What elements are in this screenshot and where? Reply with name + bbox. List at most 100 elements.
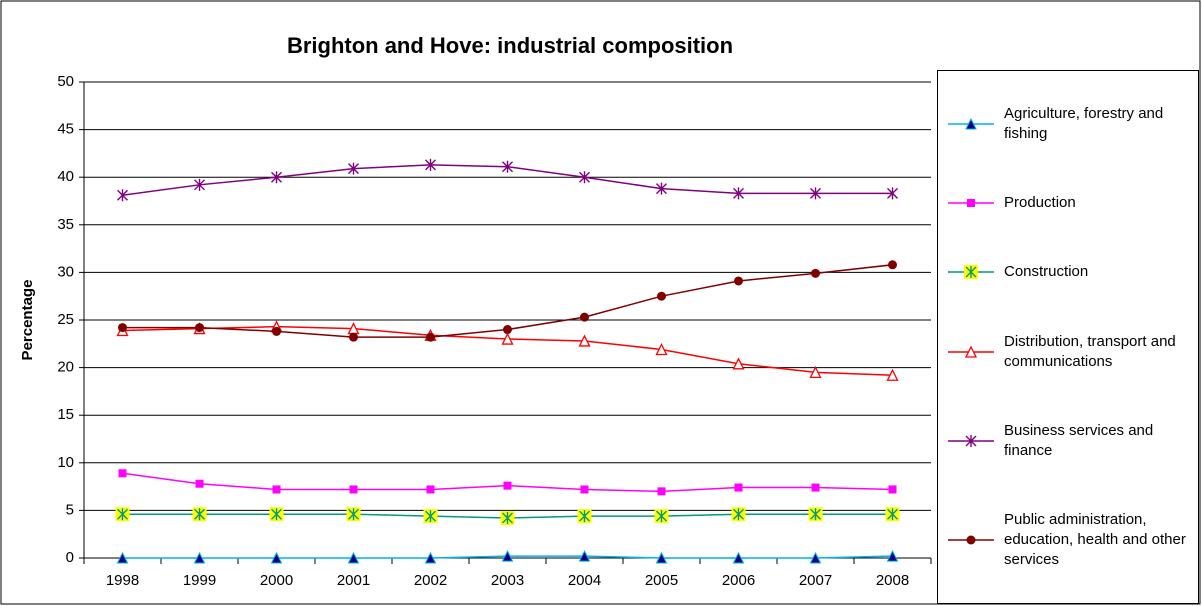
marker-shape [117, 508, 128, 521]
y-tick-label: 30 [57, 263, 74, 280]
marker-shape [579, 171, 590, 184]
marker-shape [578, 549, 591, 562]
marker-shape [733, 187, 744, 200]
marker [809, 551, 822, 564]
marker-shape [425, 510, 436, 523]
marker [270, 551, 283, 564]
legend-label: Business services and finance [1004, 421, 1154, 459]
marker-shape [655, 551, 668, 564]
marker [888, 260, 897, 270]
marker [192, 507, 207, 522]
marker-shape [425, 158, 436, 171]
marker [425, 158, 436, 171]
x-tick-label: 2001 [337, 572, 370, 589]
marker [503, 325, 512, 335]
marker-shape [348, 508, 359, 521]
marker-shape [193, 551, 206, 564]
marker [272, 326, 281, 336]
marker [808, 507, 823, 522]
marker-shape [809, 551, 822, 564]
marker [577, 509, 592, 524]
legend-key [948, 265, 994, 280]
y-axis-label: Percentage [19, 280, 36, 361]
marker-shape [734, 483, 743, 492]
marker-shape [733, 508, 744, 521]
x-tick-label: 2002 [414, 572, 447, 589]
marker-shape [886, 368, 899, 381]
marker-shape [657, 291, 666, 301]
marker [656, 182, 667, 195]
marker-shape [426, 485, 435, 494]
marker-shape [578, 334, 591, 347]
marker [733, 187, 744, 200]
marker-shape [965, 117, 977, 130]
marker [349, 332, 358, 342]
marker-shape [116, 551, 129, 564]
legend-key [948, 535, 994, 545]
chart-title: Brighton and Hove: industrial compositio… [287, 33, 733, 58]
marker-shape [656, 510, 667, 523]
marker [346, 507, 361, 522]
marker [118, 469, 127, 478]
legend-label: Public administration, education, health… [1004, 511, 1186, 569]
marker [965, 117, 977, 130]
marker-shape [888, 260, 897, 270]
marker [657, 291, 666, 301]
marker [501, 549, 514, 562]
marker [580, 485, 589, 494]
marker-shape [887, 187, 898, 200]
marker [348, 162, 359, 175]
legend-label: Distribution, transport and communicatio… [1004, 332, 1176, 370]
marker [811, 483, 820, 492]
marker [732, 551, 745, 564]
marker-shape [118, 323, 127, 333]
marker [580, 312, 589, 322]
marker [885, 507, 900, 522]
marker [194, 178, 205, 191]
legend-label: Agriculture, forestry and fishing [1004, 104, 1164, 142]
marker-shape [194, 178, 205, 191]
marker-shape [966, 535, 976, 545]
x-tick-label: 2004 [568, 572, 601, 589]
marker [271, 171, 282, 184]
x-tick-label: 2005 [645, 572, 678, 589]
marker [888, 485, 897, 494]
legend-entry: Distribution, transport and communicatio… [938, 332, 1198, 372]
x-tick-label: 2007 [799, 572, 832, 589]
y-tick-label: 35 [57, 216, 74, 233]
marker [734, 483, 743, 492]
marker-shape [501, 549, 514, 562]
marker-shape [348, 162, 359, 175]
marker-shape [965, 434, 977, 447]
marker [195, 323, 204, 333]
marker-shape [964, 345, 978, 358]
marker-shape [502, 160, 513, 173]
legend-entry: Production [938, 193, 1198, 213]
marker [269, 507, 284, 522]
marker [424, 551, 437, 564]
marker-shape [271, 508, 282, 521]
marker [118, 323, 127, 333]
y-tick-label: 5 [66, 501, 74, 518]
marker-shape [272, 485, 281, 494]
marker-shape [424, 551, 437, 564]
marker-shape [887, 508, 898, 521]
marker-shape [117, 189, 128, 202]
marker-shape [580, 312, 589, 322]
x-tick-label: 2008 [876, 572, 909, 589]
marker [810, 187, 821, 200]
marker-shape [272, 326, 281, 336]
marker [657, 487, 666, 496]
marker-shape [732, 551, 745, 564]
legend-key [948, 198, 994, 207]
y-tick-label: 15 [57, 406, 74, 423]
x-tick-label: 2006 [722, 572, 755, 589]
marker [965, 434, 977, 447]
marker-shape [426, 332, 435, 342]
marker [502, 160, 513, 173]
marker-shape [886, 549, 899, 562]
marker [193, 551, 206, 564]
marker [423, 509, 438, 524]
marker [426, 485, 435, 494]
